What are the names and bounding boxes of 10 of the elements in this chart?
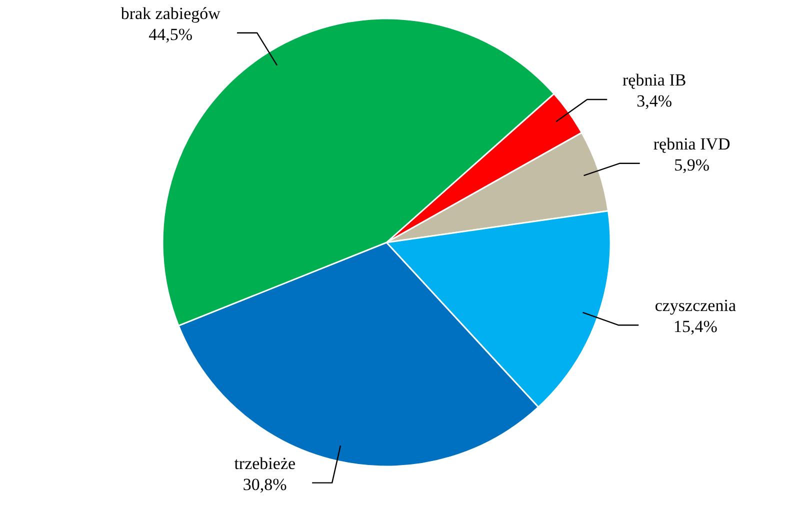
slice-label: brak zabiegów	[120, 4, 222, 23]
data-label: 44,5%	[148, 24, 193, 44]
data-label: 5,9%	[674, 155, 710, 174]
slice-label: rębnia IB	[622, 70, 686, 90]
data-label: 15,4%	[673, 317, 718, 336]
slice-label: rębnia IVD	[653, 134, 730, 154]
slice-label: czyszczenia	[654, 296, 736, 316]
slice-label: trzebieże	[234, 454, 296, 473]
data-label: 30,8%	[242, 474, 287, 494]
data-label: 3,4%	[636, 91, 672, 110]
